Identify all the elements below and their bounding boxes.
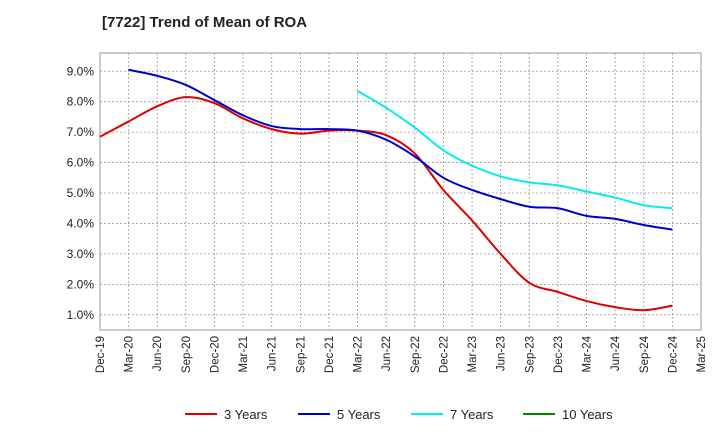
legend-label: 3 Years: [224, 407, 268, 422]
x-tick-label: Dec-20: [209, 336, 221, 373]
x-tick-label: Jun-23: [496, 336, 508, 371]
x-tick-label: Jun-22: [381, 336, 393, 371]
x-tick-label: Mar-23: [467, 336, 479, 372]
y-tick-label: 6.0%: [67, 156, 95, 170]
x-tick-label: Jun-20: [152, 336, 164, 371]
x-tick-label: Dec-21: [324, 336, 336, 373]
x-tick-label: Sep-24: [639, 335, 651, 373]
y-tick-label: 3.0%: [67, 247, 95, 261]
x-tick-label: Jun-24: [610, 335, 622, 371]
x-tick-label: Sep-20: [181, 336, 193, 373]
x-tick-label: Mar-21: [238, 336, 250, 372]
x-tick-label: Mar-22: [353, 336, 365, 372]
y-tick-label: 7.0%: [67, 125, 95, 139]
x-tick-label: Mar-20: [124, 336, 136, 372]
x-tick-label: Mar-25: [696, 336, 708, 372]
x-tick-label: Dec-19: [95, 336, 107, 373]
legend-label: 7 Years: [450, 407, 494, 422]
plot-frame: [99, 52, 702, 331]
grid-layer: [100, 53, 701, 330]
y-tick-label: 9.0%: [67, 64, 95, 78]
legend: 3 Years 5 Years 7 Years 10 Years: [185, 407, 613, 422]
x-tick-label: Dec-23: [553, 336, 565, 373]
y-tick-label: 1.0%: [67, 308, 95, 322]
y-tick-label: 2.0%: [67, 277, 95, 291]
y-tick-label: 4.0%: [67, 216, 95, 230]
x-tick-label: Sep-21: [295, 336, 307, 373]
chart-title: [7722] Trend of Mean of ROA: [102, 14, 308, 31]
x-tick-label: Mar-24: [582, 335, 594, 372]
series-layer: [99, 68, 673, 312]
series-line-5-years: [128, 68, 673, 231]
x-tick-label: Sep-23: [524, 336, 536, 373]
x-tick-label: Dec-24: [667, 335, 679, 373]
y-tick-label: 8.0%: [67, 95, 95, 109]
series-line-7-years: [357, 90, 673, 210]
series-line-3-years: [99, 96, 673, 312]
legend-label: 5 Years: [337, 407, 381, 422]
x-tick-label: Sep-22: [410, 336, 422, 373]
y-tick-label: 5.0%: [67, 186, 95, 200]
x-tick-label: Dec-22: [438, 336, 450, 373]
y-axis-ticks: 1.0% 2.0% 3.0% 4.0% 5.0% 6.0% 7.0% 8.0% 9.0%: [67, 64, 95, 322]
legend-label: 10 Years: [562, 407, 613, 422]
x-tick-label: Jun-21: [267, 336, 279, 371]
x-axis-ticks: Dec-19 Mar-20 Jun-20 Sep-20 Dec-20 Mar-21 Jun-…: [95, 335, 708, 373]
